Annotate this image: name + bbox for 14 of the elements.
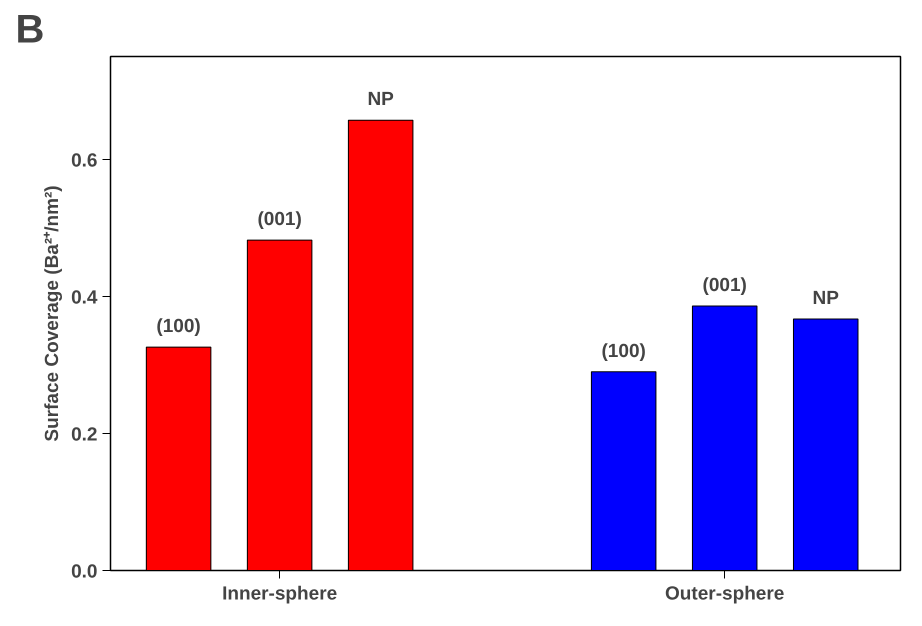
y-tick-label: 0.6	[71, 150, 98, 172]
y-tick-label: 0.0	[71, 562, 98, 582]
text: NP	[812, 288, 839, 309]
x-tick-label: Outer-sphere	[665, 584, 784, 604]
series-label: (001)	[257, 209, 302, 230]
text: (001)	[702, 274, 747, 296]
y-tick-label: 0.2	[71, 424, 98, 446]
chart-title: B	[16, 8, 44, 52]
series-label: NP	[367, 89, 394, 110]
text: (100)	[601, 340, 646, 362]
y-axis-title: Surface Coverage (Ba²⁺/nm²)	[42, 185, 64, 442]
x-tick-label: Inner-sphere	[222, 584, 338, 604]
y-tick-label: 0.4	[71, 287, 98, 308]
series-label: (100)	[156, 316, 201, 338]
